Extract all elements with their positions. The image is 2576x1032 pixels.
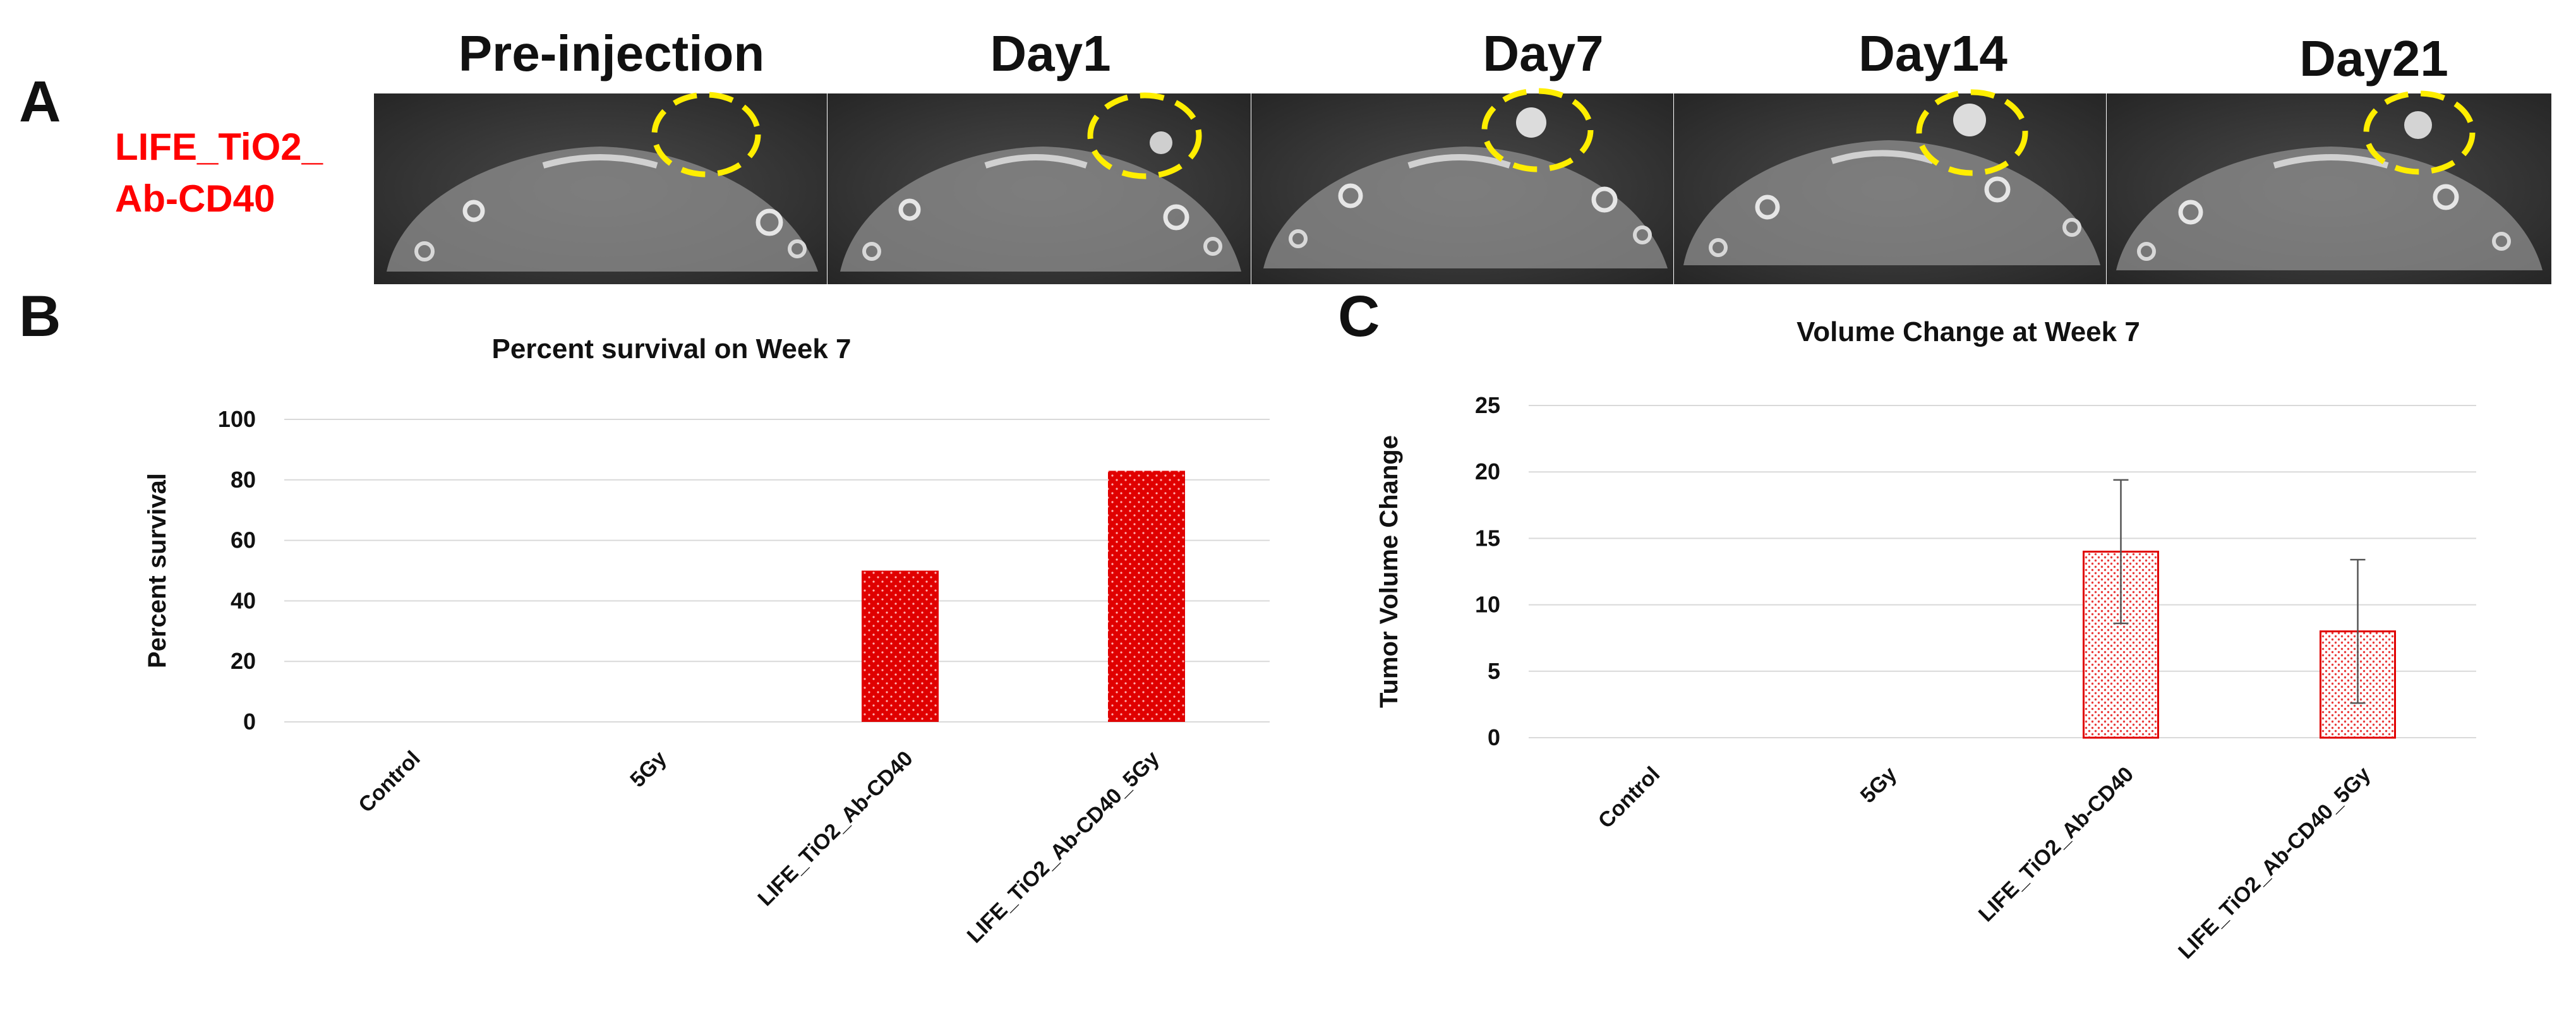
highlight-ellipse <box>1481 88 1594 172</box>
volume-error-bar <box>2113 479 2129 625</box>
survival-category-label: LIFE_TiO2_Ab-CD40_5Gy <box>963 747 1164 948</box>
volume-error-bar <box>2350 558 2366 704</box>
volume-category-label: Control <box>1594 762 1664 833</box>
volume-y-tick-label: 0 <box>1488 724 1500 750</box>
survival-category-label: LIFE_TiO2_Ab-CD40 <box>753 747 917 911</box>
volume-category-label: LIFE_TiO2_Ab-CD40 <box>1974 762 2138 927</box>
row-label-line-1: LIFE_TiO2_ <box>115 126 323 168</box>
timepoint-label-pre-injection: Pre-injection <box>459 25 765 81</box>
volume-y-tick-label: 20 <box>1475 459 1500 484</box>
timepoint-label-day1: Day1 <box>990 25 1110 81</box>
volume-category-label: 5Gy <box>1856 762 1901 808</box>
survival-title: Percent survival on Week 7 <box>491 333 851 364</box>
survival-y-tick-label: 80 <box>231 467 256 493</box>
highlight-ellipse <box>651 92 761 177</box>
volume-category-label: LIFE_TiO2_Ab-CD40_5Gy <box>2174 762 2375 964</box>
volume-y-tick-label: 25 <box>1475 392 1500 418</box>
ct-image-day7 <box>1251 88 1673 284</box>
survival-bar <box>1108 471 1185 722</box>
volume-y-tick-label: 15 <box>1475 525 1500 551</box>
panel-letter-a: A <box>19 69 61 134</box>
survival-y-tick-label: 20 <box>231 648 256 674</box>
ct-image-day14 <box>1674 89 2106 284</box>
survival-y-tick-label: 60 <box>231 527 256 553</box>
panel-letter-c: C <box>1338 284 1380 349</box>
row-label-line-2: Ab-CD40 <box>115 177 275 220</box>
ct-image-day21 <box>2107 90 2551 284</box>
survival-category-label: 5Gy <box>625 747 671 792</box>
survival-y-axis-label: Percent survival <box>143 473 171 668</box>
survival-chart: Percent survival on Week 7 Percent surviv… <box>143 333 1270 948</box>
survival-category-label: Control <box>354 747 424 817</box>
survival-y-tick-label: 40 <box>231 587 256 613</box>
volume-y-axis-label: Tumor Volume Change <box>1375 435 1403 708</box>
survival-bar <box>862 570 939 722</box>
ct-image-day1 <box>828 92 1251 284</box>
volume-title: Volume Change at Week 7 <box>1797 316 2140 347</box>
highlight-ellipse <box>2363 90 2476 175</box>
volume-y-tick-label: 5 <box>1488 658 1500 684</box>
highlight-ellipse <box>1087 92 1202 179</box>
volume-y-tick-label: 10 <box>1475 592 1500 618</box>
survival-y-tick-label: 100 <box>218 406 256 432</box>
timepoint-label-day7: Day7 <box>1483 25 1603 81</box>
volume-change-chart: Volume Change at Week 7 Tumor Volume Chan… <box>1375 316 2476 964</box>
highlight-ellipse <box>1916 89 2028 176</box>
panel-letter-b: B <box>19 284 61 349</box>
timepoint-label-day14: Day14 <box>1858 25 2007 81</box>
ct-image-pre-injection <box>374 92 827 284</box>
timepoint-label-day21: Day21 <box>2299 30 2448 87</box>
survival-y-tick-label: 0 <box>243 709 256 735</box>
